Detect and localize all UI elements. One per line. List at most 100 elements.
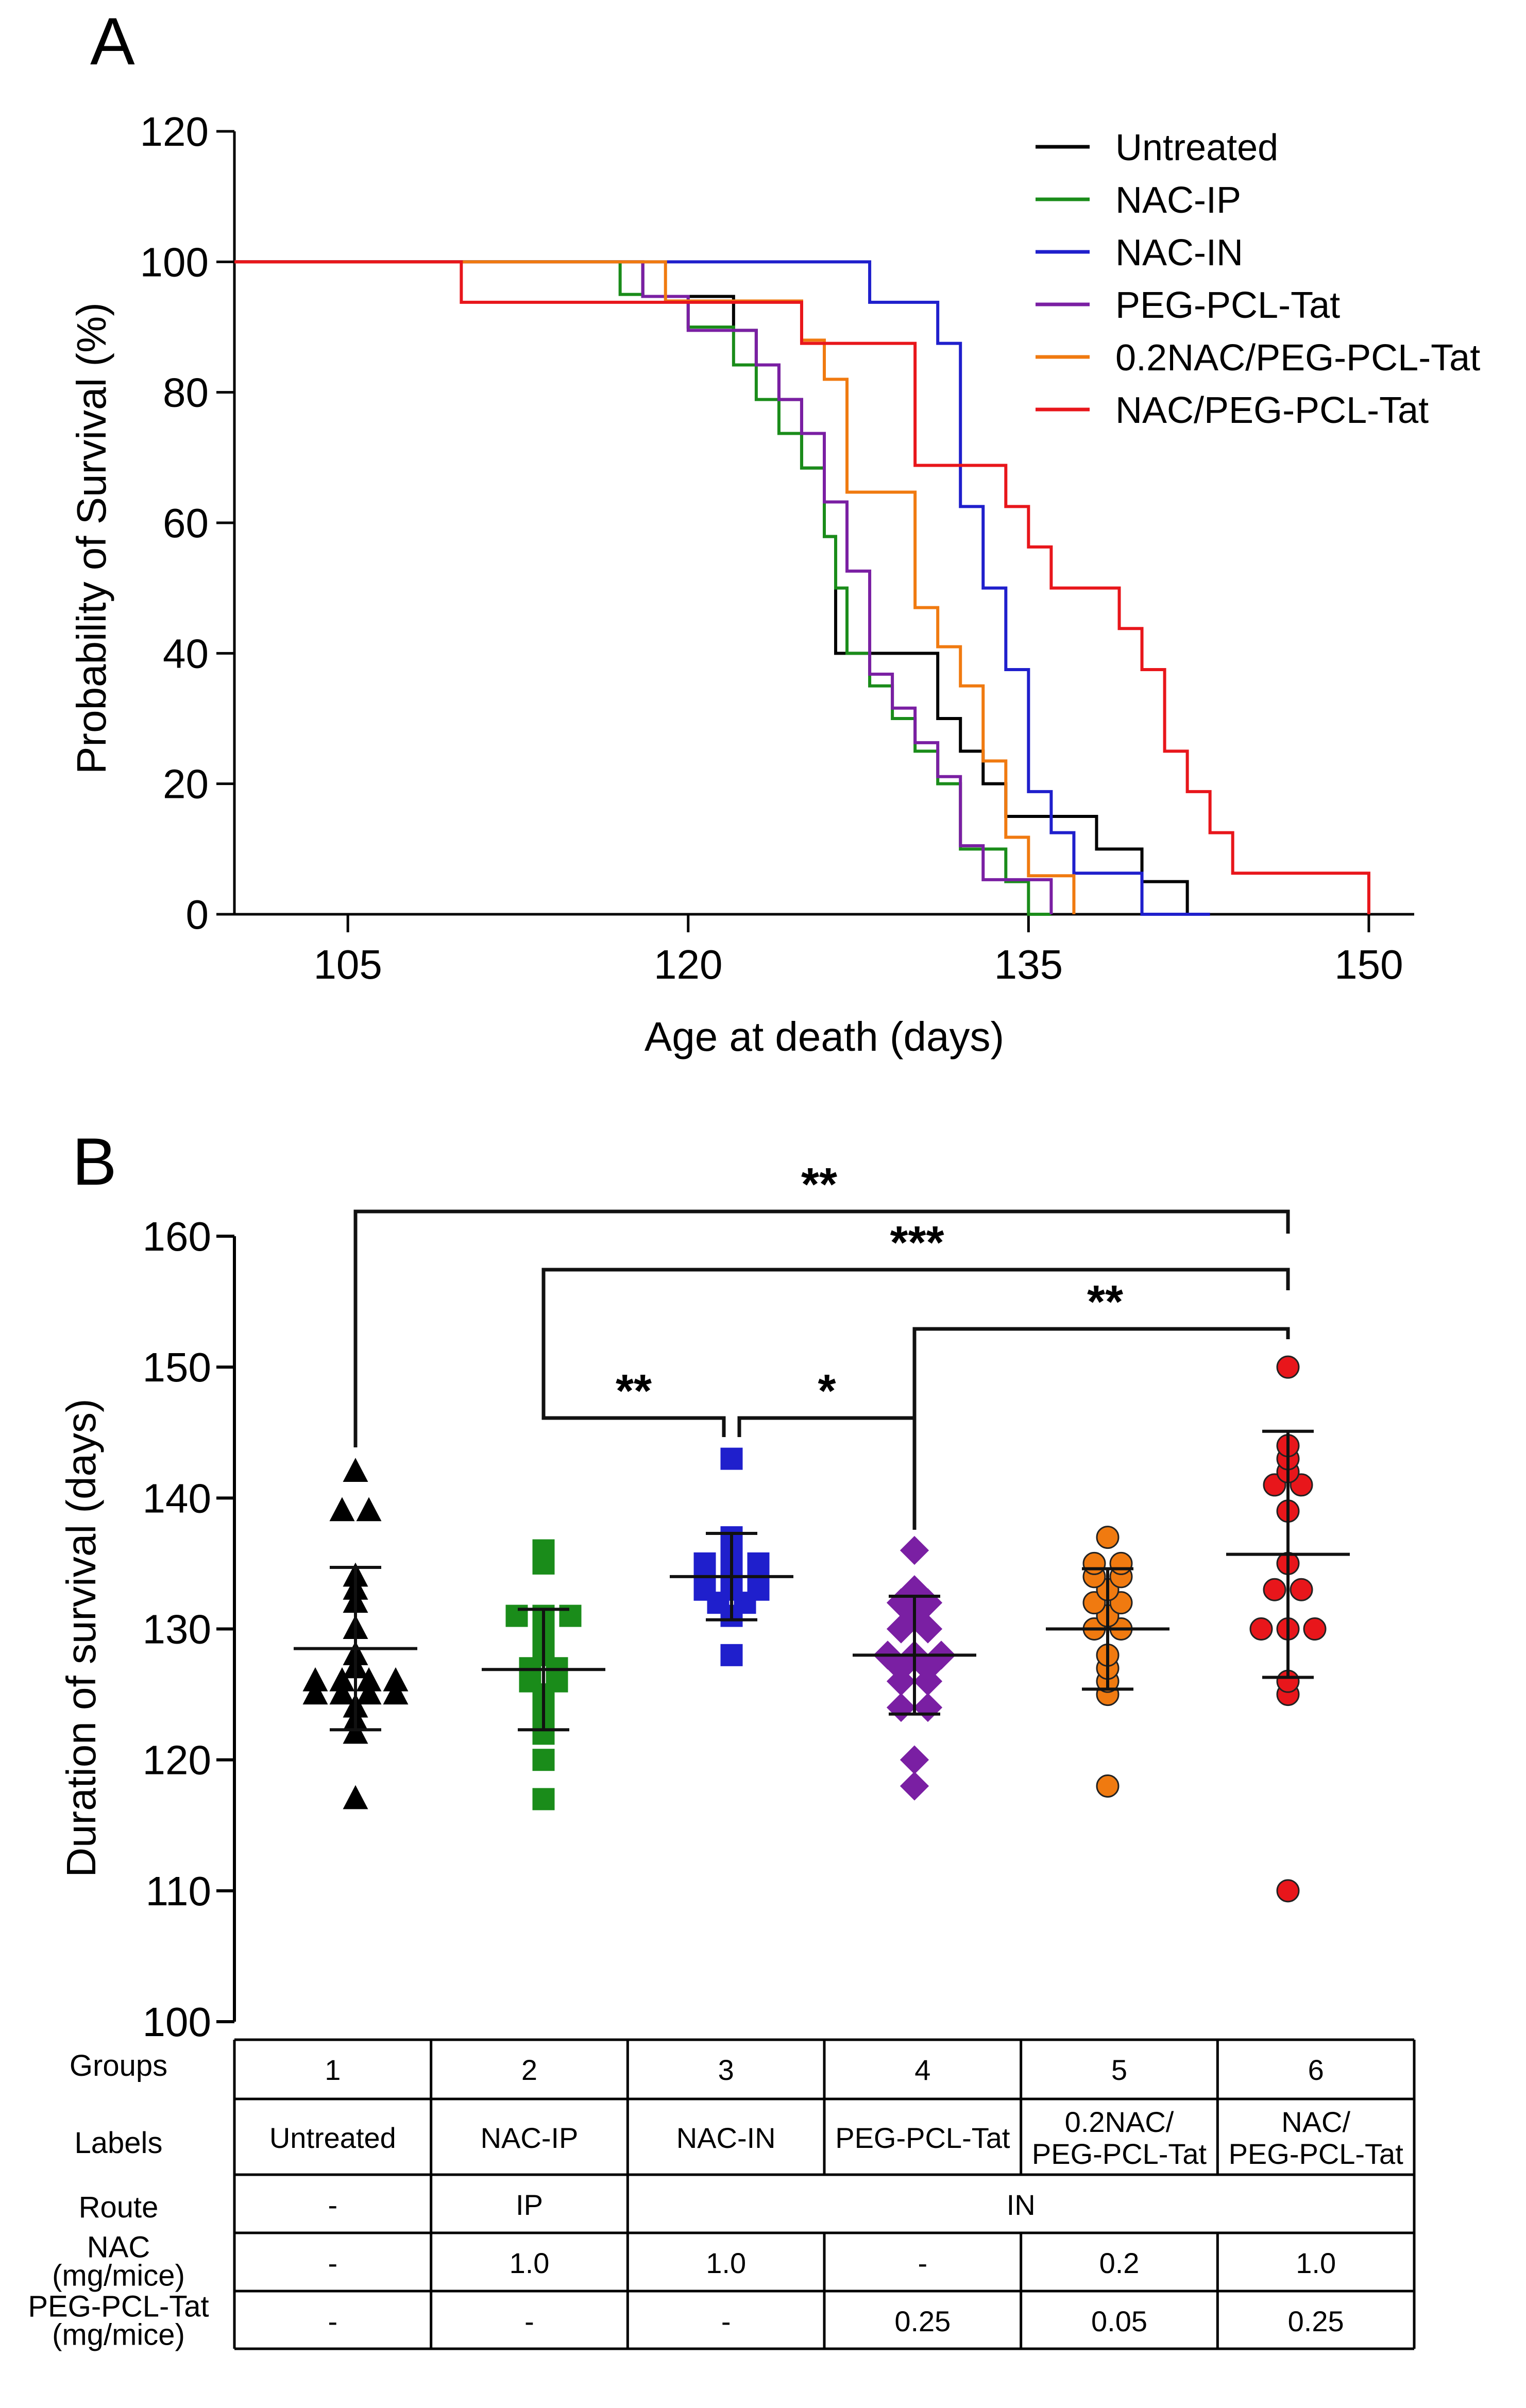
data-point-diamond <box>900 1535 929 1565</box>
data-point-circle <box>1096 1526 1120 1549</box>
data-point-triangle <box>343 1719 368 1744</box>
table-cell-group: 6 <box>1308 2054 1324 2086</box>
table-cell-nac: 0.2 <box>1099 2247 1140 2279</box>
panel-a: A 0 20 40 60 80 100 120 105 120 135 150 Untreated N… <box>69 4 1480 1060</box>
significance-label: ** <box>616 1365 652 1417</box>
panel-a-y-axis-label: Probability of Survival (%) <box>69 302 114 774</box>
data-point-circle <box>1109 1551 1133 1575</box>
data-point-diamond <box>886 1693 916 1722</box>
panel-a-x-tick-label: 105 <box>313 942 382 987</box>
panel-a-x-tick-label: 150 <box>1334 942 1403 987</box>
data-point-square <box>747 1552 770 1575</box>
table-cell-peg: 0.25 <box>894 2305 951 2337</box>
survival-curve-nac-ip <box>234 260 1052 916</box>
data-point-square <box>720 1447 743 1470</box>
data-point-circle <box>1303 1617 1327 1641</box>
panel-b-axes: 100 110 120 130 140 150 160 <box>143 1214 236 2045</box>
data-point-triangle <box>383 1667 409 1692</box>
panel-b-letter: B <box>72 1124 117 1199</box>
significance-bracket <box>541 1391 726 1437</box>
panel-a-series <box>234 260 1370 916</box>
table-cell-route: IP <box>516 2189 543 2221</box>
panel-a-y-tick-label: 100 <box>140 239 209 285</box>
legend-label: NAC-IN <box>1115 232 1243 274</box>
data-point-triangle <box>302 1680 328 1705</box>
panel-b-y-tick-label: 110 <box>145 1868 211 1914</box>
table-cell-label: PEG-PCL-Tat <box>835 2122 1010 2154</box>
significance-bracket <box>912 1327 1290 1530</box>
table-row-header: Groups <box>70 2049 167 2082</box>
data-point-square <box>532 1749 555 1771</box>
data-point-diamond <box>900 1745 929 1774</box>
table-cell-label: NAC-IP <box>481 2122 579 2154</box>
table-cell-label: Untreated <box>269 2122 396 2154</box>
data-point-triangle <box>329 1680 355 1705</box>
panel-a-y-tick-label: 120 <box>140 109 209 155</box>
data-point-circle <box>1096 1774 1120 1798</box>
significance-label: ** <box>801 1159 837 1210</box>
data-point-diamond <box>913 1693 943 1722</box>
table-cell-label: 0.2NAC/PEG-PCL-Tat <box>1032 2106 1207 2170</box>
data-point-circle <box>1249 1617 1273 1641</box>
data-point-triangle <box>329 1667 355 1692</box>
panel-b-y-tick-label: 140 <box>143 1475 211 1521</box>
table-cell-group: 1 <box>325 2054 341 2086</box>
panel-b-y-tick-label: 150 <box>143 1344 211 1390</box>
significance-label: ** <box>1087 1276 1123 1328</box>
panel-b-points <box>302 1355 1327 1903</box>
table-cell-group: 3 <box>718 2054 734 2086</box>
legend-label: PEG-PCL-Tat <box>1115 285 1340 326</box>
table-cell-nac: - <box>328 2247 338 2279</box>
panel-a-y-tick-label: 20 <box>163 761 209 807</box>
table-cell-route: IN <box>1007 2189 1036 2221</box>
group-table: Groups Labels Route NAC (mg/mice) PEG-PCL-Tat… <box>28 2038 1416 2352</box>
panel-b-y-tick-label: 130 <box>143 1607 211 1652</box>
data-point-triangle <box>343 1785 368 1809</box>
table-cell-nac: 1.0 <box>706 2247 746 2279</box>
panel-a-x-axis-label: Age at death (days) <box>645 1014 1004 1060</box>
data-point-square <box>532 1788 555 1811</box>
panel-a-y-tick-label: 40 <box>163 630 209 676</box>
significance-bracket <box>541 1268 1290 1391</box>
table-row-header: Labels <box>75 2126 163 2160</box>
table-cell-group: 4 <box>914 2054 930 2086</box>
table-row-header: Route <box>79 2191 159 2224</box>
data-point-circle <box>1276 1355 1300 1379</box>
table-row-header: NAC (mg/mice) <box>52 2231 185 2293</box>
panel-a-y-tick-label: 0 <box>186 892 209 937</box>
panel-a-axes: 0 20 40 60 80 100 120 105 120 135 150 <box>140 109 1414 987</box>
legend-label: Untreated <box>1115 127 1278 168</box>
panel-b-y-tick-label: 120 <box>143 1737 211 1783</box>
panel-b-significance: ********* * <box>353 1159 1290 1530</box>
panel-a-y-tick-label: 80 <box>163 370 209 416</box>
table-cell-label: NAC-IN <box>676 2122 776 2154</box>
survival-curve-nac-in <box>234 260 1210 916</box>
data-point-triangle <box>343 1458 368 1482</box>
survival-curve-untreated <box>234 260 1189 914</box>
data-point-triangle <box>356 1680 382 1705</box>
data-point-square <box>693 1552 716 1575</box>
data-point-triangle <box>383 1680 409 1705</box>
significance-bracket <box>353 1209 1290 1447</box>
table-cell-peg: 0.05 <box>1091 2305 1147 2337</box>
panel-a-legend: Untreated NAC-IP NAC-IN PEG-PCL-Tat 0.2NAC/P… <box>1036 127 1480 431</box>
data-point-circle <box>1276 1879 1300 1903</box>
table-cell-label: NAC/PEG-PCL-Tat <box>1229 2106 1404 2170</box>
table-cell-peg: - <box>328 2305 338 2337</box>
survival-curve-0-2nac-peg-pcl-tat <box>234 260 1076 914</box>
significance-label: *** <box>890 1217 944 1269</box>
table-cell-route: - <box>328 2189 338 2221</box>
panel-a-x-tick-label: 135 <box>994 942 1063 987</box>
data-point-square <box>532 1539 555 1562</box>
data-point-square <box>720 1644 743 1666</box>
legend-label: NAC/PEG-PCL-Tat <box>1115 390 1429 431</box>
legend-label: 0.2NAC/PEG-PCL-Tat <box>1115 337 1480 379</box>
table-cell-nac: 1.0 <box>1296 2247 1336 2279</box>
legend-label: NAC-IP <box>1115 180 1241 221</box>
data-point-diamond <box>900 1771 929 1801</box>
panel-a-y-tick-label: 60 <box>163 500 209 546</box>
data-point-circle <box>1082 1551 1106 1575</box>
panel-b-y-tick-label: 160 <box>143 1214 211 1259</box>
